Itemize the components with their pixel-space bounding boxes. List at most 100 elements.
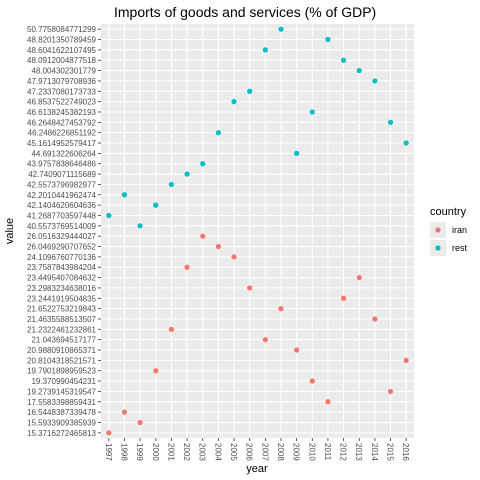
- y-tick-label: 46.2648427453792: [27, 118, 97, 127]
- y-tick-label: 42.1404620604636: [27, 201, 97, 210]
- y-tick-label: 21.2322461232861: [27, 325, 97, 334]
- x-tick-label: 2010: [307, 443, 316, 461]
- point-rest: [325, 36, 331, 43]
- x-tick-label: 2001: [166, 443, 175, 461]
- x-tick-label: 2005: [229, 443, 238, 461]
- point-iran: [231, 254, 237, 260]
- y-tick-label: 42.2010441962474: [27, 191, 97, 200]
- y-tick-label: 17.5583398859431: [27, 398, 97, 407]
- x-tick-label: 2004: [213, 443, 222, 461]
- y-tick-label: 48.6041622107495: [27, 46, 97, 55]
- x-tick-label: 2012: [339, 443, 348, 461]
- y-axis-title: value: [4, 218, 16, 244]
- point-rest: [403, 140, 409, 146]
- chart-title: Imports of goods and services (% of GDP): [114, 4, 376, 20]
- point-rest: [215, 130, 221, 136]
- y-tick-label: 45.1614952579417: [27, 139, 97, 148]
- point-rest: [294, 150, 300, 156]
- point-rest: [137, 223, 143, 229]
- y-tick-label: 43.9757838646486: [27, 160, 97, 169]
- point-iran: [106, 430, 112, 436]
- y-axis: 50.7758084771299 48.820135078945948.60416…: [27, 25, 101, 438]
- point-rest: [168, 181, 175, 188]
- y-tick-label: 47.2337080173733: [27, 87, 97, 96]
- horizontal-gridlines: [101, 28, 414, 434]
- y-tick-label: 50.7758084771299: [27, 25, 97, 34]
- y-tick-label: 26.0469290707652: [27, 243, 97, 252]
- point-iran: [262, 337, 268, 343]
- point-rest: [106, 212, 112, 219]
- y-tick-label: 47.9713079708936: [27, 77, 97, 86]
- x-tick-label: 2013: [354, 443, 363, 461]
- point-rest: [184, 171, 190, 177]
- vertical-gridlines: [108, 24, 407, 438]
- point-rest: [231, 99, 237, 105]
- y-tick-label: 46.6138245382193: [27, 108, 97, 117]
- y-tick-label: 19.2739145319547: [27, 387, 97, 396]
- x-tick-label: 2007: [260, 443, 269, 461]
- y-tick-label: 21.6522753219843: [27, 305, 97, 314]
- x-tick-label: 2011: [323, 443, 332, 461]
- point-iran: [356, 274, 362, 281]
- point-iran: [403, 357, 409, 363]
- x-tick-label: 2008: [276, 443, 285, 461]
- data-points: [106, 26, 409, 436]
- y-tick-label: 21.4635588513507: [27, 315, 97, 324]
- legend-key-iran: [435, 227, 441, 233]
- x-tick-label: 2009: [292, 443, 301, 461]
- point-iran: [168, 326, 175, 332]
- legend: country iran rest: [430, 206, 468, 256]
- legend-label-iran: iran: [452, 225, 467, 235]
- point-rest: [372, 78, 378, 84]
- y-tick-label: 23.7587843984204: [27, 263, 97, 272]
- point-iran: [387, 388, 394, 395]
- legend-label-rest: rest: [452, 243, 468, 253]
- point-iran: [372, 316, 378, 322]
- y-tick-label: 48.004302301779: [31, 67, 96, 76]
- point-rest: [153, 202, 159, 208]
- y-tick-label: 21.043694517177: [31, 336, 96, 345]
- legend-key-rest: [435, 245, 441, 251]
- point-rest: [200, 161, 206, 167]
- y-tick-label: 46.2486226851192: [28, 129, 97, 138]
- x-tick-label: 2016: [401, 443, 410, 461]
- y-tick-label: 15.3716272465813: [27, 429, 97, 438]
- point-iran: [340, 295, 347, 301]
- x-axis-title: year: [246, 463, 268, 475]
- point-iran: [200, 233, 206, 239]
- y-tick-label: 44.691322606264: [31, 149, 96, 158]
- y-tick-label: 42.5573796982977: [27, 180, 97, 189]
- point-rest: [121, 192, 128, 198]
- x-tick-label: 2000: [151, 443, 160, 461]
- point-rest: [340, 57, 347, 63]
- point-rest: [247, 88, 253, 94]
- point-rest: [387, 119, 394, 125]
- point-iran: [184, 264, 190, 270]
- y-tick-label: 23.2441919504835: [27, 294, 97, 303]
- point-rest: [262, 47, 268, 53]
- x-tick-label: 2015: [386, 443, 395, 461]
- x-tick-label: 2002: [182, 443, 191, 461]
- y-tick-label: 15.5933909385939: [27, 418, 97, 427]
- y-tick-label: 48.8201350789459: [27, 36, 97, 45]
- x-tick-label: 1999: [135, 443, 144, 461]
- x-tick-label: 2003: [198, 443, 207, 461]
- y-tick-label: 40.5573769514009: [27, 222, 97, 231]
- point-iran: [153, 368, 159, 374]
- y-tick-label: 46.8537522749023: [27, 98, 97, 107]
- point-iran: [278, 306, 284, 312]
- y-tick-label: 20.9880910865371: [27, 346, 97, 355]
- point-iran: [309, 378, 315, 384]
- y-tick-label: 48.0912004877518: [27, 56, 97, 65]
- y-tick-label: 19.370990454231: [31, 377, 96, 386]
- point-rest: [356, 67, 362, 74]
- y-tick-label: 41.2687703597448: [27, 211, 97, 220]
- point-iran: [137, 419, 143, 426]
- point-rest: [278, 26, 284, 32]
- point-iran: [121, 409, 128, 415]
- x-tick-label: 2014: [370, 443, 379, 461]
- x-tick-label: 1997: [104, 443, 113, 461]
- legend-title: country: [430, 206, 467, 218]
- point-rest: [309, 109, 315, 115]
